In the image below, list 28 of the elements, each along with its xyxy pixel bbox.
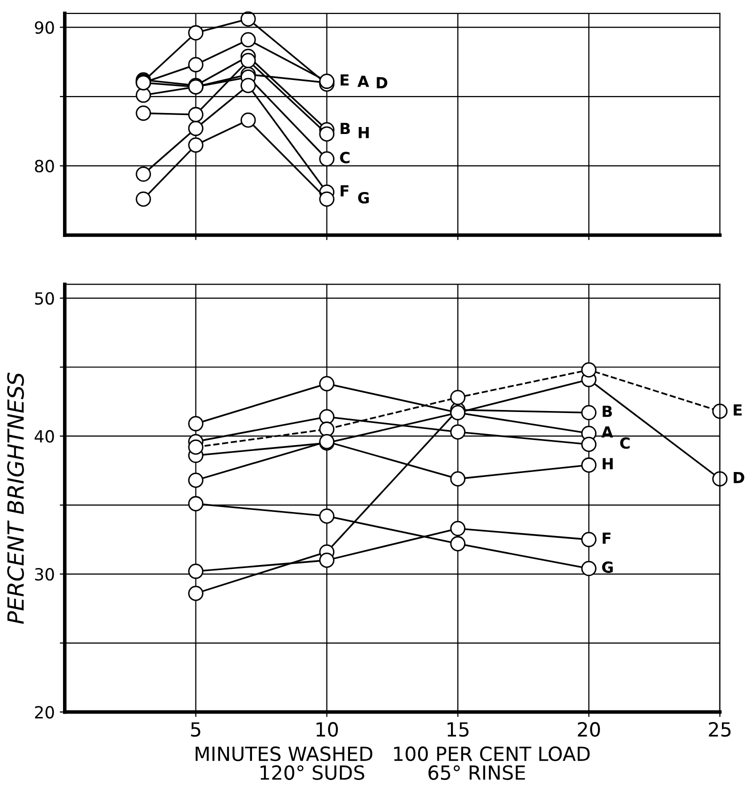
y-tick-label: 90 — [34, 21, 54, 34]
y-axis-title: PERCENT BRIGHTNESS — [7, 372, 24, 624]
x-tick-label: 20 — [578, 722, 600, 737]
y-tick-label: 30 — [35, 568, 54, 581]
x-axis-title: MINUTES WASHED 100 PER CENT LOAD 120° SUDS 65° RINSE — [196, 746, 590, 780]
x-tick-label: 25 — [708, 722, 731, 737]
x-tick-label: 15 — [448, 722, 468, 737]
x-tick-label: 10 — [316, 722, 338, 737]
series-label: F — [340, 185, 348, 196]
x-tick-label: 5 — [191, 722, 200, 737]
series-label: D — [734, 472, 744, 484]
series-label: E — [340, 74, 349, 86]
series-label: H — [358, 127, 369, 138]
series-label: B — [340, 122, 350, 134]
series-label: A — [357, 76, 370, 87]
y-tick-label: 20 — [35, 706, 54, 719]
y-tick-label: 80 — [34, 160, 54, 172]
y-tick-label: 50 — [35, 292, 54, 305]
series-label: H — [602, 458, 613, 470]
series-label: C — [340, 152, 350, 164]
series-label: B — [602, 406, 612, 417]
series-label: C — [620, 437, 630, 449]
series-label: E — [734, 404, 742, 416]
text: D — [376, 77, 388, 88]
series-label: G — [602, 561, 613, 573]
series-label: G — [358, 192, 369, 204]
series-label: F — [602, 532, 610, 544]
y-tick-label: 40 — [34, 430, 54, 443]
